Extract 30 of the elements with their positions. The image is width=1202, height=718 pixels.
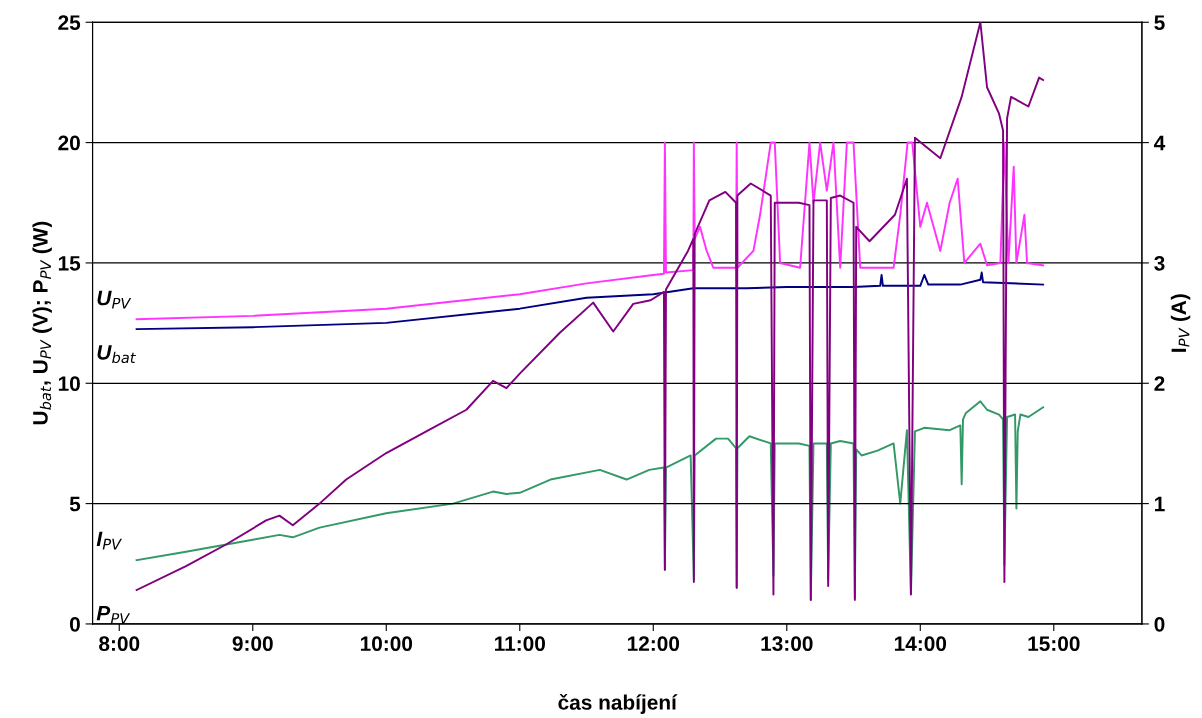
x-tick-label: 15:00 <box>1028 636 1080 652</box>
line-series <box>135 271 1045 331</box>
x-tick-label: 9:00 <box>232 636 273 652</box>
series-label: I$_{PV}$ <box>96 531 122 550</box>
x-tick-label: 12:00 <box>627 636 680 652</box>
x-tick-label: 10:00 <box>360 636 413 652</box>
line-series <box>135 22 1045 601</box>
series-label: P$_{PV}$ <box>96 606 131 624</box>
x-tick-label: 8:00 <box>99 636 140 652</box>
y-tick-label: 15 <box>58 256 81 271</box>
x-tick-label: 13:00 <box>761 636 813 652</box>
y2-tick-label: 3 <box>1154 255 1165 271</box>
y2-tick-label: 4 <box>1154 135 1166 151</box>
y-tick-label: 0 <box>69 616 80 632</box>
y2-tick-label: 5 <box>1154 15 1165 31</box>
y-tick-label: 10 <box>58 376 80 392</box>
series-label: U$_{PV}$ <box>97 290 132 309</box>
y-tick-label: 20 <box>58 135 80 151</box>
y2-tick-label: 1 <box>1155 496 1165 512</box>
y2-axis-title: I$_{PV}$ (A) <box>1170 294 1191 352</box>
x-tick-label: 11:00 <box>495 636 545 652</box>
y-tick-label: 5 <box>69 496 81 512</box>
x-tick-label: 14:00 <box>894 636 947 652</box>
series-label: U$_{bat}$ <box>97 345 136 364</box>
x-axis-title: čas nabíjení <box>558 694 678 714</box>
y-tick-label: 25 <box>58 15 81 31</box>
y2-tick-label: 2 <box>1154 376 1165 391</box>
y2-tick-label: 0 <box>1154 616 1165 632</box>
y-axis-title: U$_{bat}$, U$_{PV}$ (V); P$_{PV}$ (W) <box>32 221 52 425</box>
line-series <box>135 141 1045 321</box>
